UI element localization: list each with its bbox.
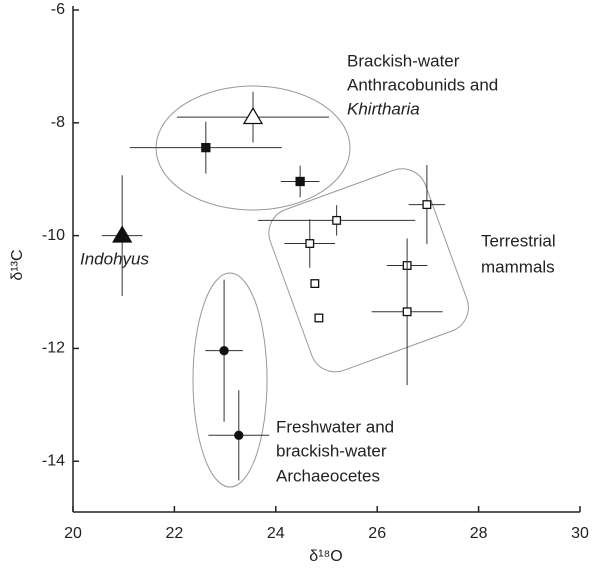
group-outline	[268, 168, 469, 373]
marker	[219, 346, 229, 356]
marker	[234, 430, 244, 440]
marker	[332, 215, 342, 225]
annotation: mammals	[481, 257, 555, 276]
x-tick-label: 26	[368, 525, 386, 542]
annotation: Indohyus	[80, 249, 149, 268]
group-outline	[192, 272, 268, 488]
y-tick-label: -14	[42, 452, 65, 469]
x-tick-label: 20	[64, 525, 82, 542]
annotation: Anthracobunids and	[347, 75, 498, 94]
marker	[201, 142, 211, 153]
marker	[402, 307, 412, 317]
marker	[112, 225, 133, 243]
annotation: Khirtharia	[347, 99, 420, 118]
annotation: brackish-water	[276, 441, 387, 460]
marker	[314, 313, 324, 323]
annotation: Archaeocetes	[276, 466, 380, 485]
y-axis-label: δ¹³C	[9, 249, 26, 280]
annotation: Brackish-water	[347, 51, 460, 70]
marker	[242, 106, 264, 125]
y-tick-label: -10	[42, 227, 65, 244]
annotation: Freshwater and	[276, 417, 394, 436]
annotation: Terrestrial	[481, 231, 556, 250]
y-tick-label: -6	[51, 1, 65, 18]
x-tick-label: 28	[470, 525, 488, 542]
x-axis-label: δ¹⁸O	[309, 548, 342, 565]
x-tick-label: 22	[166, 525, 184, 542]
x-tick-label: 30	[571, 525, 589, 542]
marker	[422, 200, 432, 210]
marker	[305, 239, 315, 248]
marker	[310, 279, 320, 289]
marker	[295, 176, 305, 187]
y-tick-label: -8	[51, 114, 65, 131]
x-tick-label: 24	[267, 525, 285, 542]
y-tick-label: -12	[42, 340, 65, 357]
